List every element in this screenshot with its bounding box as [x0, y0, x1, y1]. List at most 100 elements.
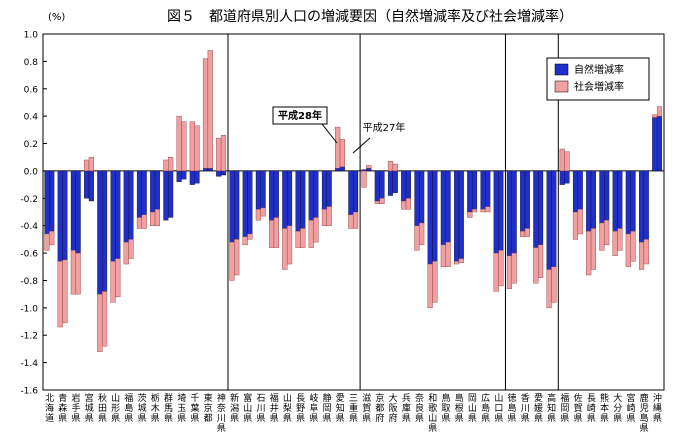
y-tick-label: -0.8: [20, 277, 38, 287]
x-tick-label: 富山県: [243, 392, 252, 424]
bar-natural-大分県: [617, 170, 623, 229]
bar-natural-青森県: [57, 170, 63, 262]
bar-social-秋田県: [97, 293, 103, 352]
x-tick-label: 福島県: [124, 392, 133, 424]
bar-natural-奈良県: [419, 170, 425, 224]
bar-natural-茨城県: [136, 170, 142, 218]
x-tick-label: 山梨県: [283, 393, 292, 424]
bar-natural-岩手県: [70, 170, 76, 251]
bar-social-愛媛県: [533, 247, 539, 284]
bar-social-岐阜県: [308, 220, 314, 248]
bar-social-富山県: [247, 233, 253, 240]
x-tick-label: 熊本県: [600, 392, 609, 424]
bar-natural-宮崎県: [625, 170, 631, 235]
chart-title: 図５ 都道府県別人口の増減要因（自然増減率及び社会増減率）: [167, 8, 573, 25]
bar-social-沖縄県: [652, 114, 658, 118]
bar-social-兵庫県: [405, 198, 412, 210]
bar-social-大分県: [612, 230, 618, 257]
bar-natural-大阪府: [392, 170, 398, 193]
bar-natural-秋田県: [102, 170, 108, 292]
bar-social-宮崎県: [625, 233, 631, 267]
bar-social-静岡県: [326, 206, 332, 226]
bar-social-広島県: [480, 209, 486, 213]
bar-social-愛媛県: [538, 244, 544, 278]
bar-social-岩手県: [75, 252, 81, 295]
bar-natural-鹿児島県: [639, 170, 645, 243]
bar-social-沖縄県: [656, 106, 663, 117]
bar-social-奈良県: [419, 222, 425, 246]
bar-natural-福井県: [273, 170, 279, 218]
x-tick-label: 福岡県: [560, 392, 569, 424]
y-tick-label: -1.4: [20, 359, 38, 369]
bar-natural-山口県: [493, 170, 499, 254]
bar-natural-高知県: [551, 170, 557, 267]
bar-social-千葉県: [194, 125, 200, 172]
bar-social-滋賀県: [366, 165, 372, 169]
x-tick-label: 山形県: [111, 393, 120, 424]
bar-natural-島根県: [454, 170, 460, 262]
y-tick-label: 0.4: [24, 113, 39, 123]
bar-social-栃木県: [150, 211, 156, 226]
bar-social-三重県: [353, 211, 359, 229]
y-tick-label: -1.0: [20, 304, 38, 314]
bar-natural-石川県: [255, 170, 261, 210]
bar-natural-山梨県: [282, 170, 288, 229]
bar-natural-福井県: [269, 170, 275, 221]
bar-natural-長崎県: [586, 170, 592, 232]
bar-natural-兵庫県: [405, 170, 411, 199]
bar-natural-大阪府: [387, 170, 394, 196]
legend-swatch-social: [554, 80, 569, 93]
annotation-h27-label: 平成27年: [363, 121, 406, 134]
bar-natural-長野県: [295, 170, 301, 232]
bar-natural-広島県: [480, 170, 486, 210]
x-tick-label: 高知県: [547, 392, 556, 424]
y-tick-label: -0.2: [20, 195, 38, 205]
y-axis-unit: (%): [48, 12, 65, 23]
bar-natural-富山県: [242, 170, 248, 237]
bar-social-鹿児島県: [643, 239, 649, 265]
bar-social-熊本県: [604, 220, 610, 246]
bar-natural-香川県: [524, 170, 530, 229]
bar-social-群馬県: [168, 157, 174, 172]
bar-social-群馬県: [163, 159, 169, 172]
x-tick-label: 京都府: [375, 392, 384, 424]
annotation-h28-box: [272, 106, 328, 125]
bar-natural-沖縄県: [656, 116, 663, 172]
bar-social-鳥取県: [445, 241, 451, 267]
bar-social-神奈川県: [216, 137, 222, 172]
bar-natural-佐賀県: [577, 170, 583, 210]
bar-social-長野県: [300, 228, 306, 248]
legend-swatch-natural: [554, 63, 569, 76]
x-tick-label: 徳島県: [508, 392, 517, 424]
bar-social-青森県: [57, 261, 63, 328]
bar-natural-京都府: [379, 170, 385, 199]
bar-natural-岐阜県: [308, 170, 314, 221]
bar-natural-岡山県: [472, 170, 478, 210]
bar-social-大阪府: [392, 163, 398, 172]
x-tick-label: 静岡県: [323, 392, 332, 424]
x-tick-label: 秋田県: [98, 392, 107, 424]
x-tick-label: 千葉県: [190, 393, 199, 424]
bar-natural-東京都: [202, 168, 209, 172]
bar-natural-愛媛県: [533, 170, 539, 248]
bar-social-北海道: [49, 230, 55, 246]
bar-social-茨城県: [136, 217, 143, 229]
bar-natural-富山県: [247, 170, 253, 235]
bar-natural-新潟県: [229, 170, 235, 243]
bar-social-埼玉県: [181, 121, 187, 172]
bar-social-新潟県: [234, 239, 240, 276]
bar-social-奈良県: [414, 225, 420, 251]
x-tick-label: 岩手県: [72, 392, 81, 424]
x-tick-label: 栃木県: [151, 392, 160, 424]
annotation-layer: 平成28年 平成27年: [272, 106, 406, 154]
x-tick-label: 宮城県: [85, 392, 94, 424]
bars-layer: [44, 50, 663, 352]
bar-social-島根県: [453, 261, 460, 265]
bar-social-東京都: [202, 58, 209, 169]
bar-social-北海道: [44, 233, 50, 251]
x-tick-label: 滋賀県: [362, 392, 371, 424]
bar-natural-千葉県: [194, 170, 200, 184]
bar-natural-大分県: [612, 170, 618, 232]
bar-social-茨城県: [141, 214, 147, 229]
bar-social-福岡県: [559, 148, 565, 172]
